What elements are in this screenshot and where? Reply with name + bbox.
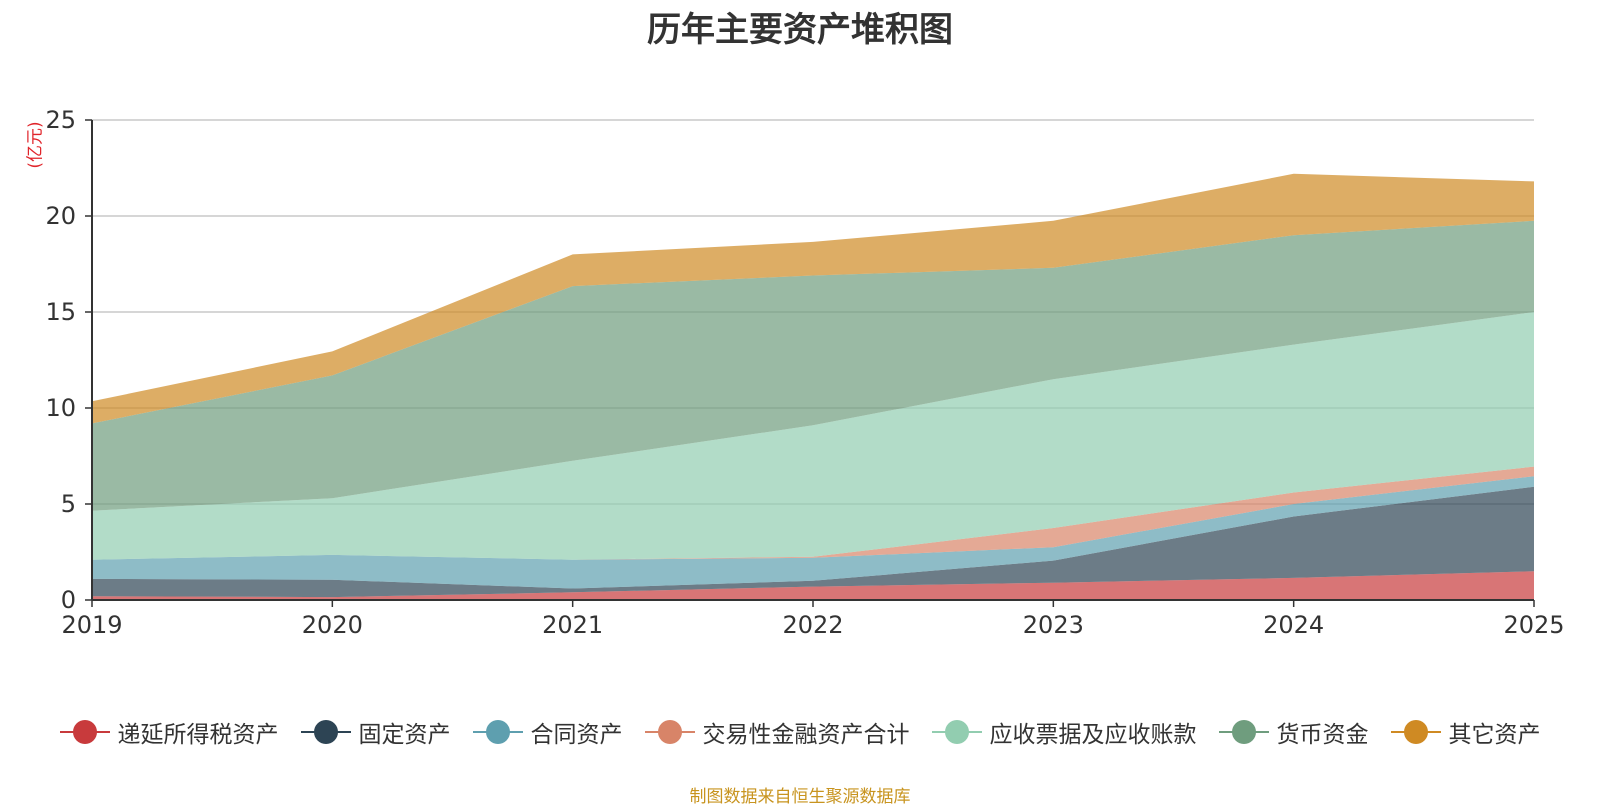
area-series-layer (92, 173, 1534, 600)
y-tick-label: 10 (45, 394, 76, 422)
y-tick-label: 15 (45, 298, 76, 326)
legend-item[interactable]: 交易性金融资产合计 (644, 715, 910, 749)
y-tick-label: 0 (61, 586, 76, 614)
legend-marker-icon (1218, 719, 1269, 745)
x-tick-label: 2022 (782, 611, 843, 639)
legend-item[interactable]: 递延所得税资产 (59, 715, 279, 749)
legend-label: 递延所得税资产 (117, 722, 279, 748)
legend-marker-icon (1390, 719, 1441, 745)
legend-item[interactable]: 其它资产 (1390, 715, 1541, 749)
area-series-1[interactable] (92, 486, 1534, 598)
area-series-2[interactable] (92, 476, 1534, 589)
legend-marker-icon (59, 719, 110, 745)
x-tick-label: 2020 (302, 611, 363, 639)
legend-item[interactable]: 应收票据及应收账款 (931, 715, 1197, 749)
x-tick-label: 2021 (542, 611, 603, 639)
legend-marker-icon (300, 719, 351, 745)
legend-label: 货币资金 (1276, 722, 1369, 748)
area-series-5[interactable] (92, 220, 1534, 511)
area-series-4[interactable] (92, 312, 1534, 560)
x-tick-label: 2019 (61, 611, 122, 639)
x-tick-label: 2025 (1503, 611, 1564, 639)
data-source-note: 制图数据来自恒生聚源数据库 (689, 787, 911, 807)
x-tick-label: 2023 (1023, 611, 1084, 639)
x-tick-label: 2024 (1263, 611, 1324, 639)
area-series-0[interactable] (92, 571, 1534, 600)
legend-marker-icon (472, 719, 523, 745)
legend-label: 其它资产 (1448, 722, 1541, 748)
area-series-6[interactable] (92, 173, 1534, 424)
chart-legend: 递延所得税资产 固定资产 合同资产 交易性金融资产合计 应收票据及应收账款 货币资金 其它资… (0, 715, 1600, 749)
y-tick-label: 20 (45, 202, 76, 230)
y-tick-label: 5 (61, 490, 76, 518)
y-tick-label: 25 (45, 106, 76, 134)
legend-marker-icon (644, 719, 695, 745)
legend-label: 固定资产 (358, 722, 451, 748)
legend-label: 交易性金融资产合计 (702, 722, 910, 748)
legend-item[interactable]: 货币资金 (1218, 715, 1369, 749)
legend-marker-icon (931, 719, 982, 745)
legend-item[interactable]: 合同资产 (472, 715, 623, 749)
chart-title: 历年主要资产堆积图 (647, 10, 953, 50)
legend-label: 合同资产 (530, 722, 623, 748)
legend-item[interactable]: 固定资产 (300, 715, 451, 749)
legend-label: 应收票据及应收账款 (989, 722, 1197, 748)
